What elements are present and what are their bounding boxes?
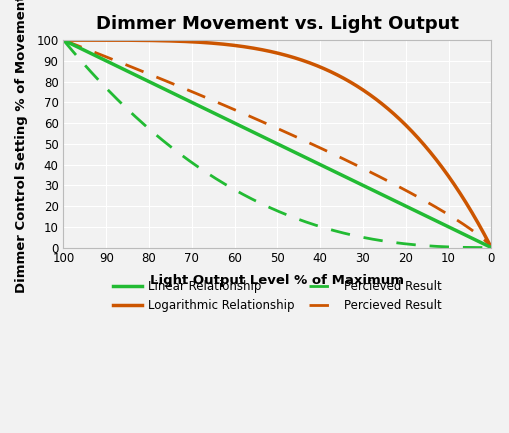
Percieved Result bbox=[248, 197, 254, 202]
Logarithmic Relationship bbox=[104, 38, 110, 43]
Line: Percieved Result: Percieved Result bbox=[63, 40, 490, 248]
Percieved Result bbox=[353, 163, 359, 168]
Linear Relationship bbox=[487, 245, 493, 250]
Percieved Result bbox=[104, 55, 110, 60]
Percieved Result bbox=[104, 87, 110, 92]
Title: Dimmer Movement vs. Light Output: Dimmer Movement vs. Light Output bbox=[96, 15, 458, 33]
Linear Relationship bbox=[401, 203, 407, 208]
Logarithmic Relationship bbox=[487, 245, 493, 250]
Linear Relationship bbox=[60, 38, 66, 43]
Percieved Result bbox=[401, 187, 407, 192]
Percieved Result bbox=[60, 38, 66, 43]
Y-axis label: Dimmer Control Setting % of Movement: Dimmer Control Setting % of Movement bbox=[15, 0, 28, 293]
Percieved Result bbox=[233, 188, 239, 194]
Legend: Linear Relationship, Logarithmic Relationship, Percieved Result, Percieved Resul: Linear Relationship, Logarithmic Relatio… bbox=[108, 275, 446, 317]
Linear Relationship bbox=[233, 121, 239, 126]
Percieved Result bbox=[248, 115, 254, 120]
X-axis label: Light Output Level % of Maximum: Light Output Level % of Maximum bbox=[150, 274, 404, 287]
Line: Linear Relationship: Linear Relationship bbox=[63, 40, 490, 248]
Percieved Result bbox=[401, 241, 407, 246]
Percieved Result bbox=[393, 240, 400, 246]
Linear Relationship bbox=[353, 180, 359, 185]
Percieved Result bbox=[60, 38, 66, 43]
Percieved Result bbox=[233, 108, 239, 113]
Logarithmic Relationship bbox=[353, 84, 359, 89]
Percieved Result bbox=[487, 245, 493, 250]
Percieved Result bbox=[487, 245, 493, 250]
Percieved Result bbox=[353, 233, 359, 239]
Logarithmic Relationship bbox=[60, 38, 66, 43]
Logarithmic Relationship bbox=[248, 45, 254, 51]
Line: Logarithmic Relationship: Logarithmic Relationship bbox=[63, 40, 490, 248]
Logarithmic Relationship bbox=[233, 43, 239, 48]
Logarithmic Relationship bbox=[401, 122, 407, 127]
Linear Relationship bbox=[393, 199, 400, 204]
Percieved Result bbox=[393, 183, 400, 188]
Linear Relationship bbox=[248, 129, 254, 134]
Linear Relationship bbox=[104, 59, 110, 64]
Logarithmic Relationship bbox=[393, 114, 400, 120]
Line: Percieved Result: Percieved Result bbox=[63, 40, 490, 248]
